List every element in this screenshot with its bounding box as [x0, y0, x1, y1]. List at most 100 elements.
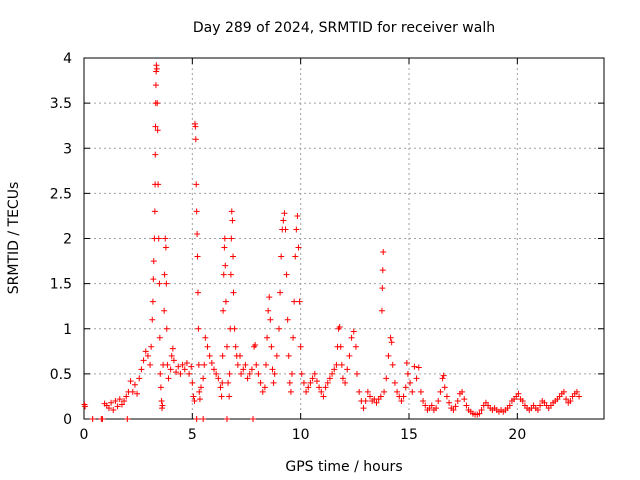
data-point: [339, 375, 346, 382]
data-point: [149, 316, 156, 323]
data-point: [300, 379, 307, 386]
data-point: [560, 388, 567, 395]
data-point: [443, 393, 450, 400]
data-point: [140, 357, 147, 364]
data-point: [208, 360, 215, 367]
data-point: [380, 249, 387, 256]
data-point: [367, 393, 373, 400]
data-point: [440, 372, 447, 379]
data-point: [193, 181, 200, 188]
data-point: [158, 397, 165, 404]
data-point: [563, 396, 570, 403]
data-point: [263, 361, 269, 368]
data-point: [150, 258, 157, 265]
data-point: [149, 298, 156, 305]
data-point: [227, 271, 234, 278]
y-tick-label: 3: [63, 141, 72, 157]
data-point: [331, 366, 338, 373]
data-point: [142, 348, 149, 355]
data-point: [196, 388, 203, 395]
data-point: [150, 276, 157, 283]
data-point: [219, 352, 226, 359]
data-point: [186, 370, 193, 377]
data-point: [192, 123, 199, 130]
x-tick-label: 15: [400, 427, 418, 443]
data-point: [161, 271, 168, 278]
data-point: [381, 388, 388, 395]
data-point: [415, 364, 422, 371]
data-point: [153, 65, 160, 72]
data-point: [391, 379, 398, 386]
data-point: [221, 244, 228, 251]
data-point: [238, 370, 245, 377]
data-point: [476, 410, 483, 417]
data-point: [220, 271, 227, 278]
data-point: [116, 396, 123, 403]
data-point: [159, 402, 166, 409]
data-point: [297, 343, 304, 350]
data-point: [506, 402, 513, 409]
data-point: [278, 253, 285, 260]
data-point: [373, 399, 380, 406]
data-point: [222, 262, 229, 269]
data-point: [226, 370, 233, 377]
data-point: [338, 361, 345, 368]
data-point: [161, 307, 168, 314]
data-point: [114, 403, 121, 410]
data-point: [89, 416, 96, 422]
data-point: [350, 328, 357, 335]
data-point: [194, 230, 201, 237]
data-point: [398, 397, 405, 404]
data-point: [154, 127, 161, 134]
data-point: [435, 397, 442, 404]
data-point: [229, 217, 236, 224]
data-point: [394, 388, 401, 395]
data-point: [156, 334, 163, 341]
data-point: [289, 370, 295, 377]
data-point: [348, 334, 355, 341]
data-point: [454, 397, 461, 404]
data-point: [253, 361, 260, 368]
data-point: [127, 378, 134, 385]
data-point: [110, 406, 117, 413]
data-point: [225, 379, 232, 386]
data-point: [250, 416, 256, 422]
data-point: [200, 416, 207, 422]
data-point: [240, 366, 247, 373]
data-point: [189, 379, 196, 386]
data-point: [433, 405, 440, 412]
data-points: [81, 62, 583, 422]
data-point: [246, 370, 253, 377]
data-point: [422, 402, 429, 409]
data-point: [313, 378, 320, 385]
data-point: [322, 384, 329, 391]
data-point: [333, 361, 340, 368]
data-point: [273, 352, 280, 359]
data-point: [576, 393, 583, 400]
x-tick-label: 0: [80, 427, 89, 443]
data-point: [294, 212, 301, 219]
data-point: [295, 244, 302, 251]
data-point: [148, 343, 155, 350]
data-point: [151, 208, 158, 215]
data-point: [179, 361, 186, 368]
data-point: [296, 298, 303, 305]
data-point: [420, 397, 427, 404]
data-point: [163, 280, 170, 287]
x-tick-label: 20: [508, 427, 526, 443]
data-point: [228, 235, 235, 242]
data-point: [354, 370, 360, 377]
y-tick-label: 4: [63, 51, 72, 67]
data-point: [344, 366, 351, 373]
data-point: [286, 379, 293, 386]
data-point: [169, 345, 176, 352]
data-point: [99, 416, 106, 422]
data-point: [303, 388, 310, 395]
data-point: [285, 352, 292, 359]
data-point: [255, 370, 262, 377]
data-point: [147, 361, 154, 368]
data-point: [336, 323, 343, 330]
data-point: [231, 325, 238, 332]
data-point: [385, 352, 392, 359]
